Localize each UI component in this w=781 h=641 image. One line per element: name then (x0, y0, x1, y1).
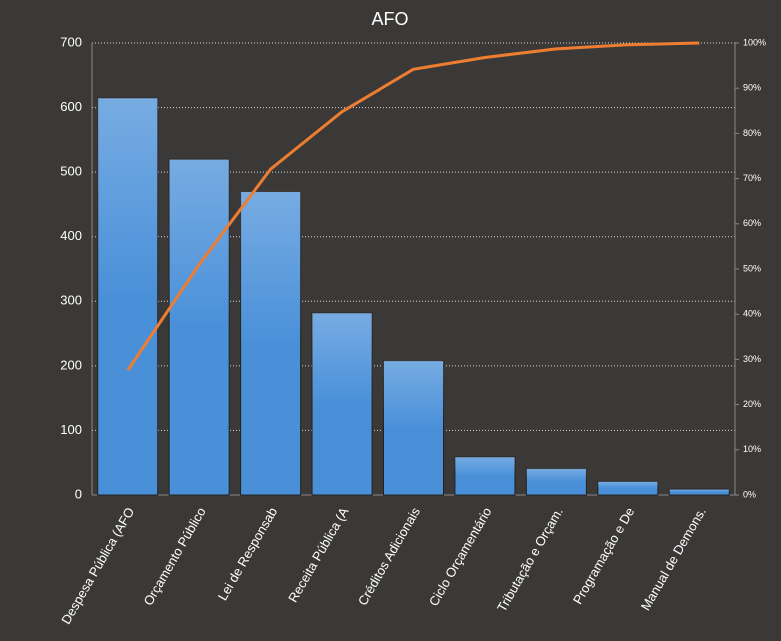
y-tick-label: 0 (75, 486, 82, 501)
y2-tick-label: 70% (743, 173, 761, 183)
bar-shine (97, 97, 158, 495)
y-tick-label: 400 (60, 228, 82, 243)
y2-tick-label: 80% (743, 128, 761, 138)
y2-tick-label: 40% (743, 309, 761, 319)
y2-tick-label: 100% (743, 37, 766, 47)
bar-shine (312, 312, 373, 495)
bar-shine (597, 481, 658, 495)
bar-shine (454, 456, 515, 495)
bar-shine (383, 360, 444, 495)
y-tick-label: 300 (60, 293, 82, 308)
y2-tick-label: 30% (743, 354, 761, 364)
y2-tick-label: 90% (743, 83, 761, 93)
bar-shine (169, 159, 230, 495)
bar-shine (240, 191, 301, 495)
y-tick-label: 100 (60, 422, 82, 437)
chart-title: AFO (371, 9, 408, 29)
y2-tick-label: 10% (743, 444, 761, 454)
y-tick-label: 500 (60, 164, 82, 179)
bar-shine (526, 468, 587, 495)
y2-tick-label: 20% (743, 399, 761, 409)
cumulative-line (126, 41, 700, 372)
y-tick-label: 200 (60, 357, 82, 372)
y2-tick-label: 0% (743, 489, 756, 499)
y-tick-label: 600 (60, 99, 82, 114)
y2-tick-label: 50% (743, 263, 761, 273)
bar-shine (669, 489, 730, 495)
y2-tick-label: 60% (743, 218, 761, 228)
y-tick-label: 700 (60, 34, 82, 49)
